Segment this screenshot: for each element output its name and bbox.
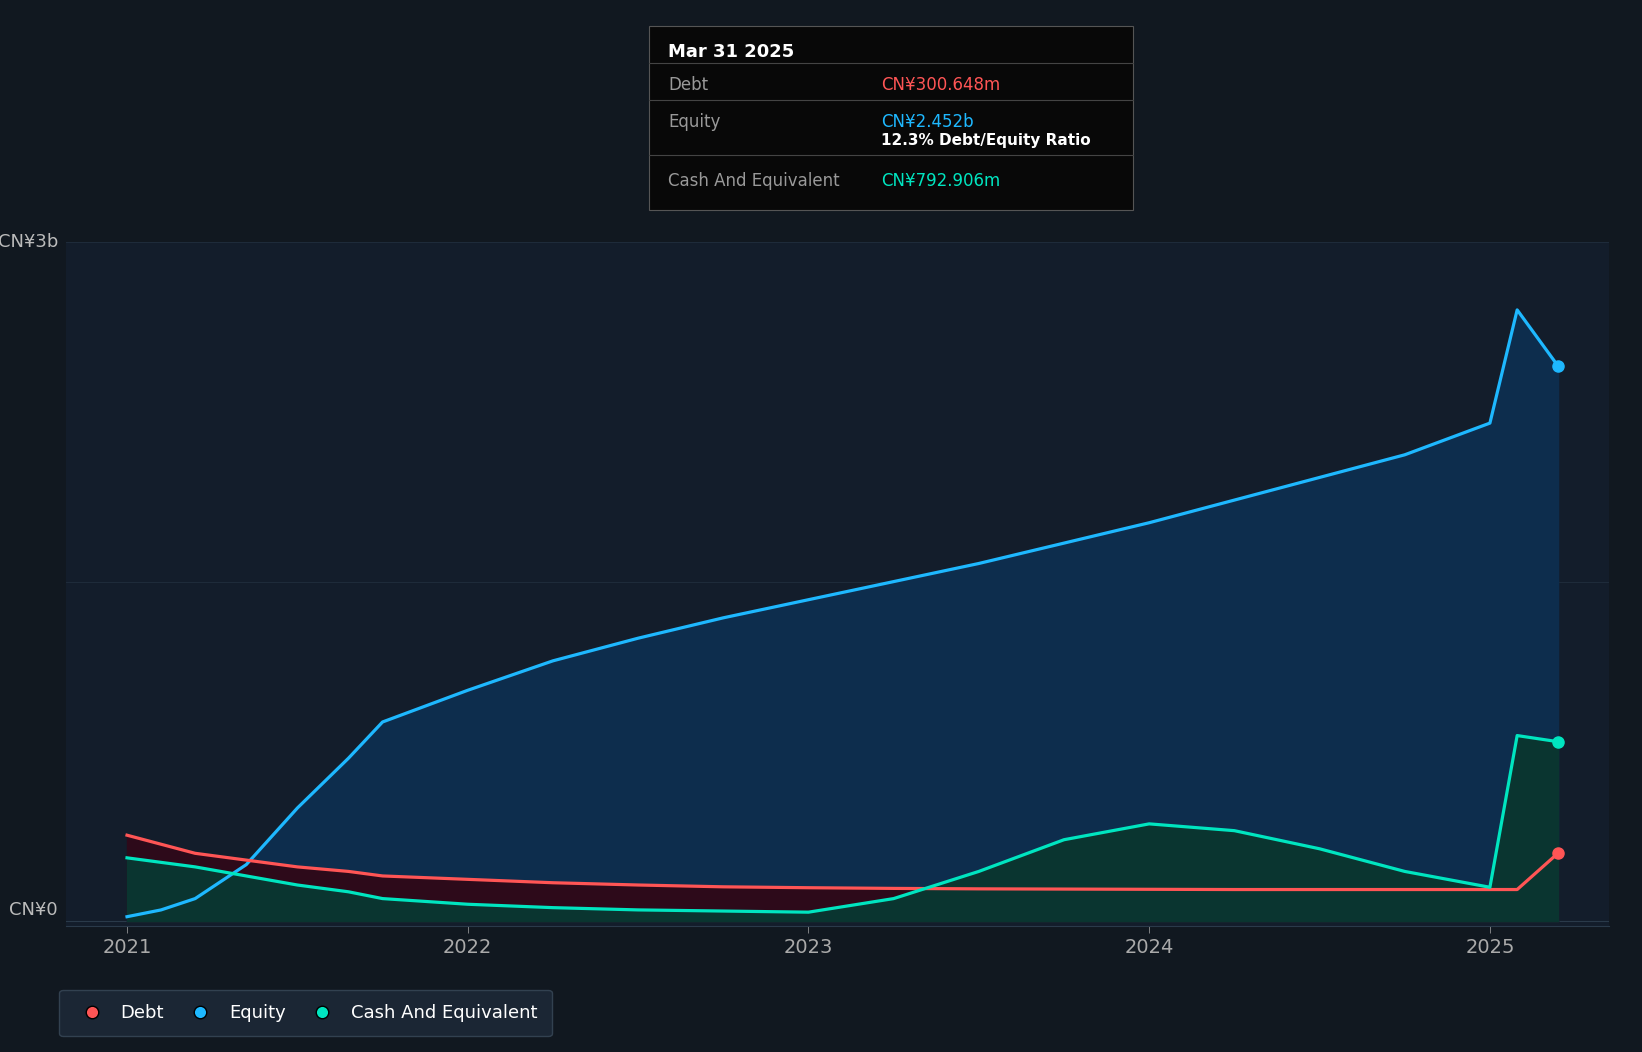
Text: CN¥0: CN¥0 <box>10 901 57 919</box>
Legend: Debt, Equity, Cash And Equivalent: Debt, Equity, Cash And Equivalent <box>59 990 552 1036</box>
Text: Cash And Equivalent: Cash And Equivalent <box>668 171 841 190</box>
Text: Equity: Equity <box>668 113 721 132</box>
Text: 12.3% Debt/Equity Ratio: 12.3% Debt/Equity Ratio <box>882 133 1090 148</box>
Text: CN¥2.452b: CN¥2.452b <box>882 113 974 132</box>
Text: CN¥300.648m: CN¥300.648m <box>882 76 1000 95</box>
Text: Mar 31 2025: Mar 31 2025 <box>668 43 795 61</box>
Text: Debt: Debt <box>668 76 708 95</box>
Text: CN¥792.906m: CN¥792.906m <box>882 171 1000 190</box>
Text: CN¥3b: CN¥3b <box>0 232 57 251</box>
